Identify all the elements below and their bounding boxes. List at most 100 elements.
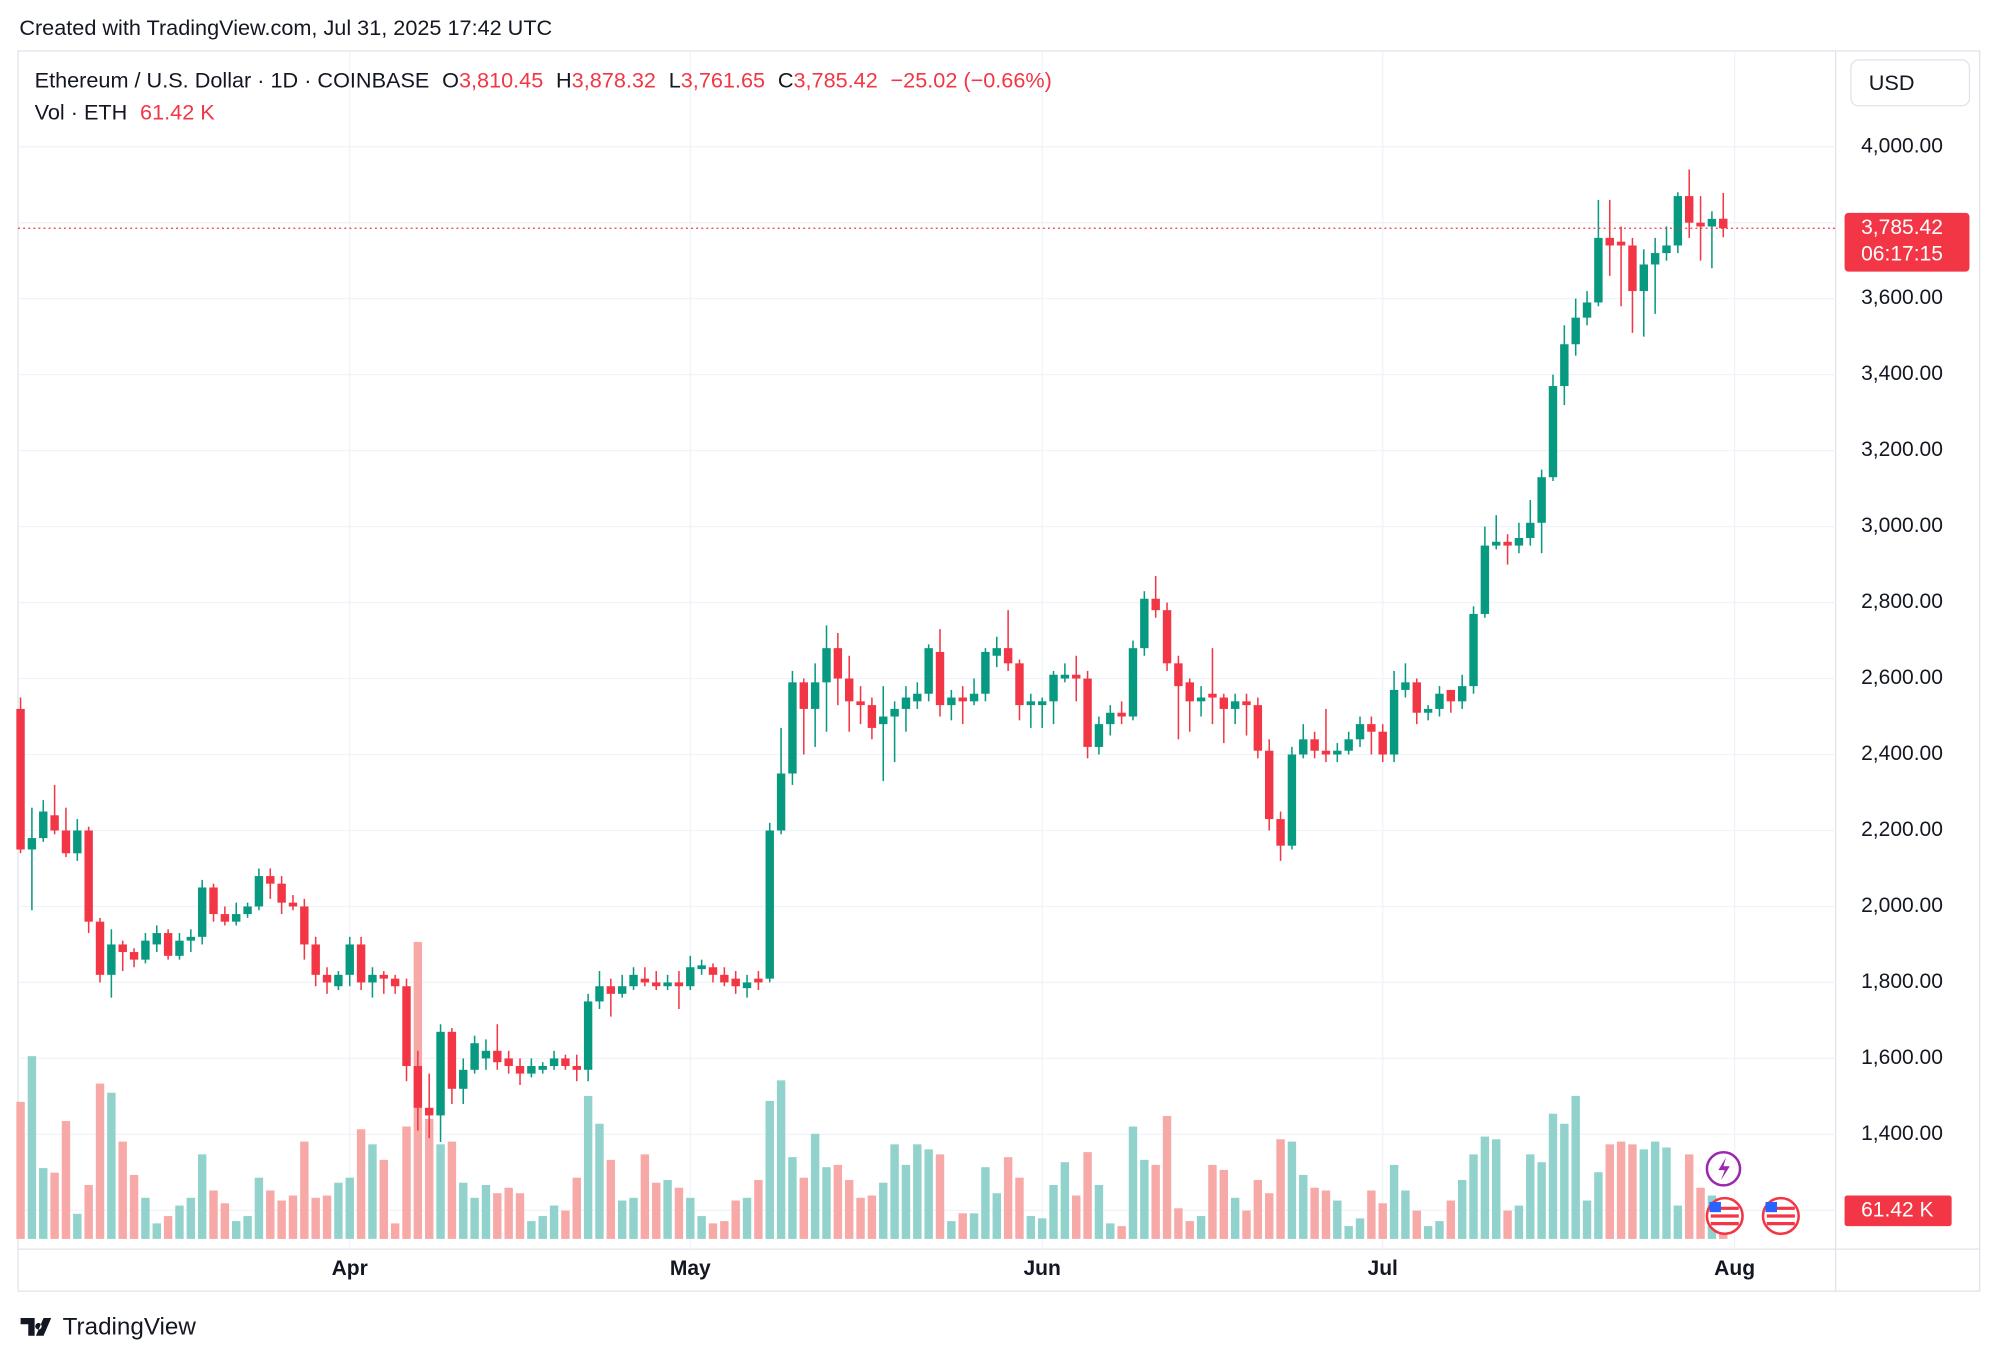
volume-bar [84, 1184, 93, 1239]
volume-bar [300, 1141, 309, 1239]
volume-bar [1367, 1190, 1376, 1239]
candle-body [572, 1066, 581, 1070]
candle-body [1072, 674, 1081, 679]
volume-bar [1492, 1139, 1501, 1239]
volume-bar [515, 1193, 525, 1239]
candle-body [1208, 693, 1217, 698]
candle-body [1480, 545, 1490, 614]
volume-bar [844, 1179, 854, 1239]
y-tick-label: 3,000.00 [1861, 514, 1943, 537]
footer-logo-mark [20, 1317, 52, 1336]
volume-bar [1287, 1141, 1297, 1239]
symbol: Ethereum / U.S. Dollar · 1D · COINBASE [35, 67, 430, 92]
volume-bar [935, 1154, 945, 1239]
volume-bar [697, 1216, 706, 1239]
candle-body [1344, 739, 1353, 751]
y-tick-label: 3,600.00 [1861, 286, 1943, 309]
volume-bar [754, 1179, 763, 1239]
volume-bar [1435, 1221, 1444, 1239]
candle-body [436, 1031, 445, 1116]
volume-bar [788, 1157, 797, 1239]
x-tick-label: Jun [1023, 1257, 1060, 1280]
candle-body [345, 944, 354, 975]
candle-body [1492, 541, 1501, 546]
close-value: 3,785.42 [793, 67, 877, 92]
volume-bar [742, 1197, 752, 1239]
volume-bar [981, 1167, 990, 1239]
volume-bar [1264, 1193, 1274, 1239]
volume-bar [1299, 1174, 1308, 1239]
candle-body [1310, 739, 1319, 751]
candle-body [220, 914, 230, 922]
volume-bar [901, 1164, 911, 1239]
candle-body [1151, 598, 1160, 611]
candle-body [1605, 237, 1614, 246]
change-value: −25.02 (−0.66%) [891, 67, 1052, 92]
volume-bar [1026, 1216, 1036, 1239]
candle-body [175, 940, 184, 956]
volume-bar [810, 1133, 820, 1239]
candle-body [1503, 541, 1512, 546]
candle-body [947, 697, 956, 706]
candle-body [1287, 754, 1297, 846]
volume-bar [992, 1193, 1001, 1239]
volume-bar [390, 1223, 400, 1239]
candle-body [118, 944, 127, 953]
volume-bar [1594, 1172, 1603, 1239]
candle-body [822, 648, 831, 683]
close-key: C [778, 67, 794, 92]
open-value: 3,810.45 [459, 67, 543, 92]
volume-bar [1253, 1179, 1263, 1239]
volume-bar [1537, 1162, 1546, 1239]
x-tick-label: Jul [1368, 1257, 1398, 1280]
candle-body [368, 974, 377, 983]
candle-body [1355, 724, 1365, 740]
volume-bar [1571, 1095, 1580, 1239]
candle-body [447, 1031, 457, 1089]
candle-body [776, 773, 786, 831]
candle-body [1696, 222, 1705, 227]
candle-body [799, 682, 809, 709]
candle-body [129, 952, 139, 960]
legend-line: Ethereum / U.S. Dollar · 1D · COINBASE O3… [35, 67, 1052, 92]
volume-bar [277, 1200, 286, 1239]
volume-bar [1378, 1203, 1387, 1239]
volume-bar [561, 1210, 570, 1239]
currency[interactable]: USD [1869, 70, 1915, 95]
volume-bar [867, 1195, 877, 1239]
candle-body [742, 982, 752, 989]
volume-bar [1560, 1123, 1569, 1239]
candle-body [606, 986, 616, 994]
volume-bar [1174, 1208, 1183, 1239]
candle-body [867, 705, 877, 728]
candle-body [754, 978, 763, 983]
volume-bar [720, 1221, 729, 1239]
candle-body [697, 965, 706, 970]
event-icon-glyph [1718, 1157, 1730, 1181]
volume-bar [16, 1101, 25, 1239]
candle-body [356, 944, 366, 983]
candle-body [1185, 682, 1194, 702]
candle-body [686, 967, 695, 987]
volume-bar [197, 1154, 207, 1239]
volume-bar [572, 1177, 581, 1239]
candle-body [1719, 218, 1728, 229]
volume-bar [1117, 1226, 1126, 1239]
candle-body [1457, 686, 1467, 702]
high-value: 3,878.32 [572, 67, 656, 92]
volume-bar [947, 1221, 956, 1239]
volume-bar [1684, 1154, 1694, 1239]
volume-bar [356, 1129, 366, 1239]
volume-bar [1548, 1113, 1558, 1239]
countdown: 06:17:15 [1861, 243, 1943, 266]
candle-body [1435, 693, 1444, 709]
candle-body [890, 708, 899, 717]
volume-legend: Vol · ETH 61.42 K [35, 99, 216, 124]
volume-bar [1015, 1177, 1024, 1239]
volume-bar [436, 1144, 445, 1239]
volume-bar [1605, 1144, 1614, 1239]
currency-box[interactable] [1850, 59, 1971, 107]
volume-bar [527, 1221, 536, 1239]
volume-bar [606, 1159, 616, 1239]
candle-body [1219, 697, 1229, 709]
